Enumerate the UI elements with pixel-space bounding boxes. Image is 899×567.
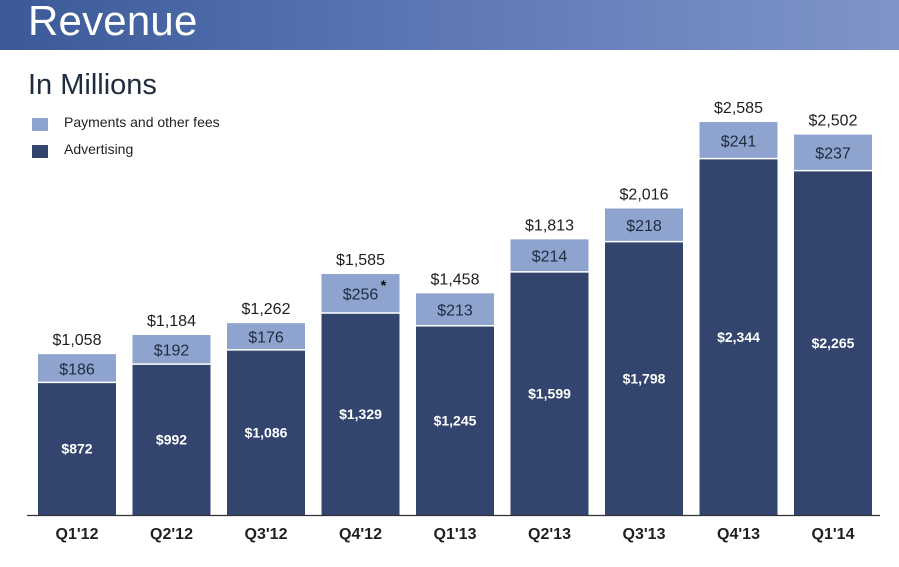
data-label-payments: $192 [154,343,190,360]
page-title: Revenue [28,0,198,44]
bar-payments [38,354,116,383]
x-tick-label: Q3'12 [245,526,288,543]
data-label-advertising: $2,265 [812,335,855,351]
x-tick-label: Q1'14 [812,526,855,543]
data-label-total: $1,813 [525,217,574,234]
data-label-advertising: $1,086 [245,424,288,440]
data-label-total: $1,585 [336,252,385,269]
data-label-advertising: $1,599 [528,385,571,401]
annotation-asterisk: * [381,277,387,293]
legend-label-advertising: Advertising [64,141,134,157]
x-tick-label: Q4'13 [717,526,760,543]
data-label-advertising: $1,798 [623,370,666,386]
data-label-payments: $214 [532,249,568,266]
data-label-total: $1,184 [147,313,196,330]
data-label-total: $2,016 [620,187,669,204]
data-label-total: $2,502 [809,113,858,130]
bar-payments [321,274,400,313]
bar-advertising [416,325,494,515]
bar-payments [794,134,872,171]
data-label-payments: $176 [248,330,284,347]
bar-advertising [699,158,778,515]
data-label-advertising: $1,329 [339,406,382,422]
chart-subtitle: In Millions [28,69,157,101]
legend-swatch-advertising [32,145,48,158]
x-tick-label: Q1'13 [434,526,477,543]
data-label-total: $1,058 [53,332,102,349]
legend-swatch-payments [32,118,48,131]
bar-payments [605,208,683,242]
data-label-advertising: $1,245 [434,412,477,428]
bar-payments [510,239,589,272]
x-tick-label: Q1'12 [56,526,99,543]
data-label-advertising: $872 [61,441,92,457]
bar-payments [227,323,305,350]
data-label-payments: $213 [437,303,473,320]
legend-label-payments: Payments and other fees [64,114,220,130]
x-tick-label: Q2'13 [528,526,571,543]
bar-advertising [38,382,116,515]
x-tick-label: Q2'12 [150,526,193,543]
bar-advertising [321,312,400,515]
bar-advertising [510,271,589,515]
data-label-advertising: $992 [156,432,187,448]
data-label-payments: $237 [815,146,851,163]
data-label-payments: $218 [626,218,662,235]
bar-advertising [605,241,683,515]
data-label-total: $2,585 [714,100,763,117]
data-label-total: $1,262 [242,301,291,318]
data-label-advertising: $2,344 [717,329,760,345]
bar-advertising [227,349,305,515]
data-label-payments: $241 [721,133,757,150]
bar-advertising [132,364,211,515]
data-label-payments: $256 [343,286,379,303]
data-label-total: $1,458 [431,271,480,288]
x-tick-label: Q3'13 [623,526,666,543]
bar-advertising [794,170,872,515]
bar-payments [699,122,778,159]
header-band: Revenue [0,0,899,50]
x-tick-label: Q4'12 [339,526,382,543]
bar-payments [132,334,211,365]
data-label-payments: $186 [59,361,95,378]
bar-payments [416,293,494,326]
